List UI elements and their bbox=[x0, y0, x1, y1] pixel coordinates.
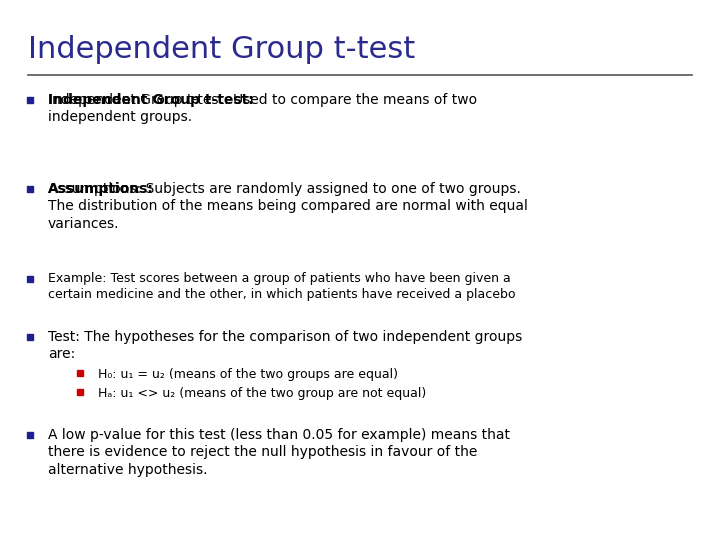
Text: Independent Group t-test: Independent Group t-test bbox=[28, 35, 415, 64]
Text: Assumptions:: Assumptions: bbox=[48, 182, 154, 196]
Text: Example: Test scores between a group of patients who have been given a
certain m: Example: Test scores between a group of … bbox=[48, 272, 516, 301]
Text: Hₐ: u₁ <> u₂ (means of the two group are not equal): Hₐ: u₁ <> u₂ (means of the two group are… bbox=[98, 387, 426, 400]
Text: A low p-value for this test (less than 0.05 for example) means that
there is evi: A low p-value for this test (less than 0… bbox=[48, 428, 510, 477]
Text: Independent Group t-test: Used to compare the means of two
independent groups.: Independent Group t-test: Used to compar… bbox=[48, 93, 477, 124]
Text: Independent Group t-test:: Independent Group t-test: bbox=[48, 93, 253, 107]
Text: H₀: u₁ = u₂ (means of the two groups are equal): H₀: u₁ = u₂ (means of the two groups are… bbox=[98, 368, 398, 381]
Text: Assumptions: Subjects are randomly assigned to one of two groups.
The distributi: Assumptions: Subjects are randomly assig… bbox=[48, 182, 528, 231]
Text: Test: The hypotheses for the comparison of two independent groups
are:: Test: The hypotheses for the comparison … bbox=[48, 330, 522, 361]
